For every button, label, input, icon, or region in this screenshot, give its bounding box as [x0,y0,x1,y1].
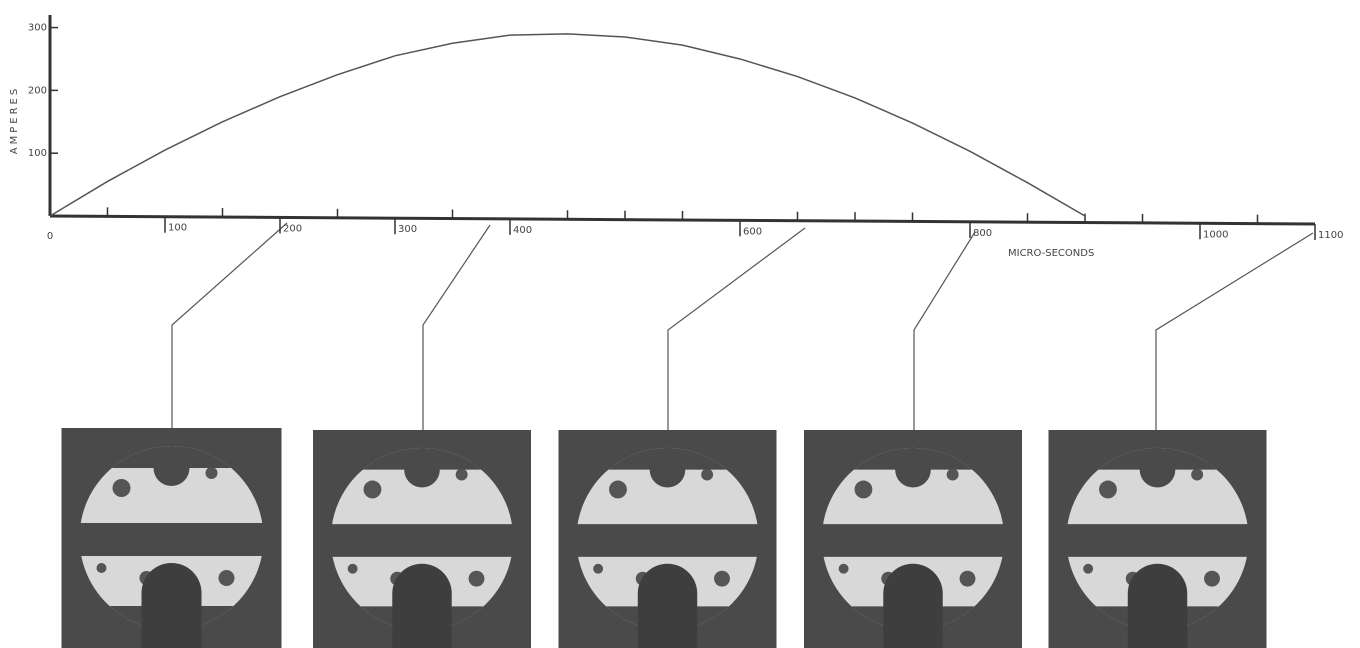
y-tick-label: 100 [28,148,47,159]
x-tick-label: 0 [47,231,53,242]
x-tick-label: 100 [168,223,187,234]
x-tick-label: 600 [743,226,762,237]
x-tick-label: 800 [973,228,992,239]
x-tick-label: 400 [513,225,532,236]
photo [804,430,1022,648]
photo [1049,430,1267,648]
x-tick-label: 1100 [1318,230,1343,241]
x-tick-label: 200 [283,223,302,234]
y-tick-label: 200 [28,85,47,96]
x-axis-label: MICRO-SECONDS [1008,248,1094,259]
y-axis-label: AMPERES [9,86,20,154]
photo [559,430,777,648]
x-tick-label: 1000 [1203,229,1228,240]
photo [62,428,282,648]
x-tick-label: 300 [398,224,417,235]
current-curve [49,33,1086,217]
photo [313,430,531,648]
leaders [171,222,1314,430]
y-tick-label: 300 [28,23,47,34]
